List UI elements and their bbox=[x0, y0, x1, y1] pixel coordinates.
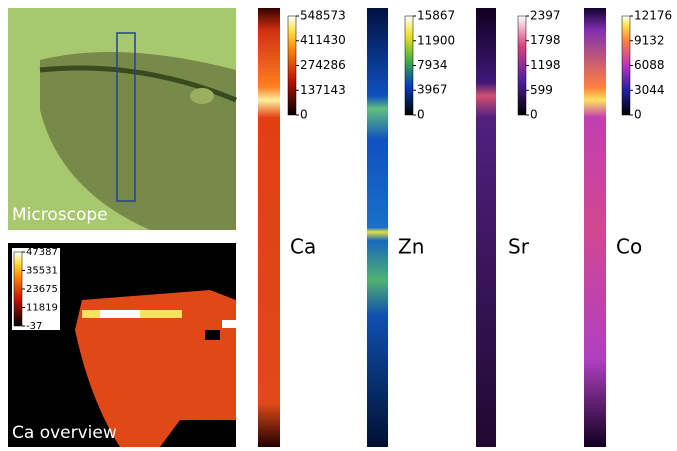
colorbar-tick-label: 3967 bbox=[417, 83, 448, 97]
figure: Microscope Ca overview Ca Zn Sr Co -37 11… bbox=[0, 0, 677, 447]
colorbar-tick-label: 0 bbox=[417, 108, 425, 122]
colorbar-tick-label: 0 bbox=[634, 108, 642, 122]
panel-label: Microscope bbox=[12, 205, 108, 225]
colorbar-tick-label: 6088 bbox=[634, 58, 665, 72]
colorbar-tick-label: 7934 bbox=[417, 58, 448, 72]
colorbar-tick-label: 35531 bbox=[26, 266, 58, 277]
panel-label: Sr bbox=[508, 235, 530, 259]
panel-label: Ca overview bbox=[12, 423, 117, 443]
colorbar-tick-label: 548573 bbox=[300, 9, 346, 23]
colorbar-tick-label: 11900 bbox=[417, 33, 455, 47]
colorbar-tick-label: 1198 bbox=[530, 58, 561, 72]
colorbar-tick-label: 599 bbox=[530, 83, 553, 97]
colorbar-tick-label: 411430 bbox=[300, 33, 346, 47]
colorbar-tick-label: 9132 bbox=[634, 33, 665, 47]
colorbar-tick-label: 137143 bbox=[300, 83, 346, 97]
panel-label: Ca bbox=[290, 235, 316, 259]
colorbar-tick-label: 11819 bbox=[26, 303, 58, 314]
colorbar-tick-label: 2397 bbox=[530, 9, 561, 23]
colorbar-tick-label: 3044 bbox=[634, 83, 665, 97]
microscope-panel: Microscope bbox=[8, 8, 236, 230]
colorbar-tick-label: 12176 bbox=[634, 9, 672, 23]
panel-label: Zn bbox=[398, 235, 424, 259]
colorbar-tick-label: 47387 bbox=[26, 247, 58, 258]
colorbar-tick-label: 0 bbox=[530, 108, 538, 122]
colorbar-tick-label: 274286 bbox=[300, 58, 346, 72]
colorbar-tick-label: 23675 bbox=[26, 284, 58, 295]
colorbar-tick-label: 15867 bbox=[417, 9, 455, 23]
colorbar-tick-label: 0 bbox=[300, 108, 308, 122]
strips: Ca Zn Sr Co bbox=[258, 8, 642, 447]
panel-label: Co bbox=[616, 235, 642, 259]
colorbar-tick-label: -37 bbox=[26, 321, 42, 332]
colorbar-tick-label: 1798 bbox=[530, 33, 561, 47]
